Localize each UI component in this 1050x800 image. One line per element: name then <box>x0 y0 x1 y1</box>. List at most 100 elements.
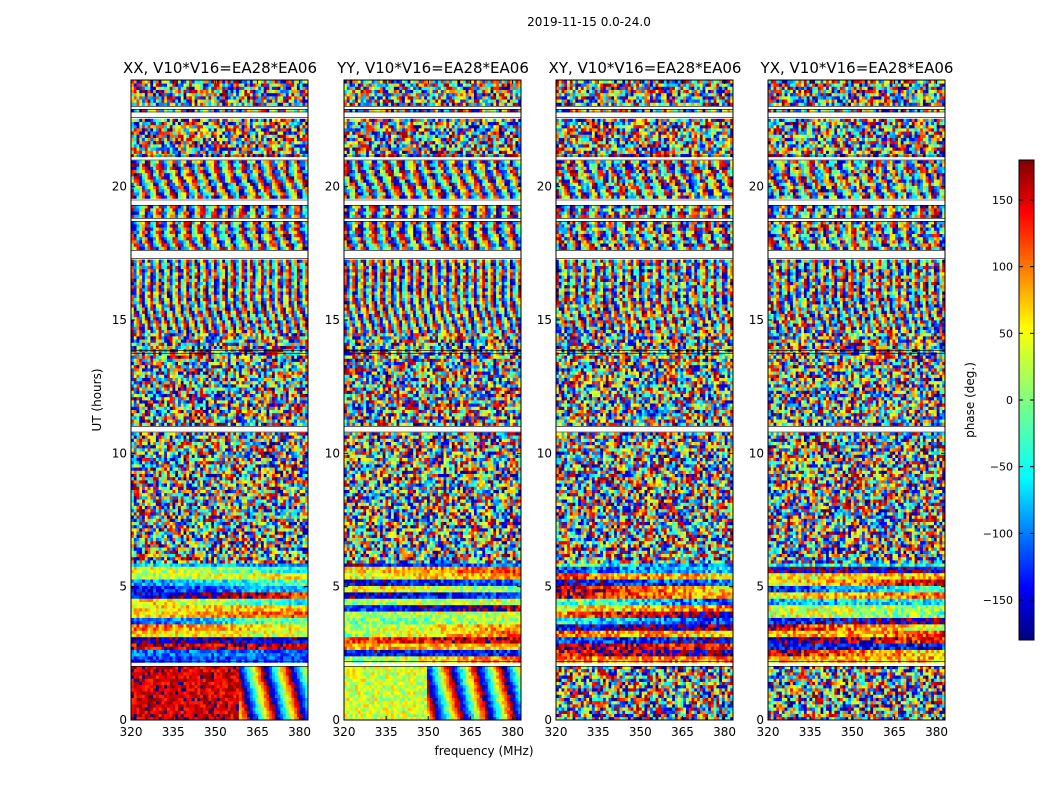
heatmap-cell <box>296 540 301 545</box>
heatmap-cell <box>136 640 140 644</box>
heatmap-cell <box>186 636 190 641</box>
heatmap-cell <box>155 508 160 513</box>
heatmap-cell <box>150 636 154 641</box>
heatmap-cell <box>175 614 179 618</box>
heatmap-cell <box>158 566 162 570</box>
heatmap-cell <box>133 707 137 711</box>
heatmap-cell <box>158 502 162 506</box>
heatmap-cell <box>175 630 179 634</box>
heatmap-cell <box>296 688 301 692</box>
heatmap-cell <box>216 585 220 590</box>
heatmap-cell <box>194 614 198 618</box>
heatmap-cell <box>266 604 270 609</box>
heatmap-cell <box>302 649 306 654</box>
heatmap-cell <box>139 678 143 682</box>
heatmap-cell <box>147 534 151 538</box>
heatmap-cell <box>172 665 176 670</box>
heatmap-cell <box>189 550 193 554</box>
heatmap-cell <box>164 499 168 503</box>
heatmap-cell <box>255 681 259 686</box>
heatmap-cell <box>222 707 226 711</box>
heatmap-cell <box>277 665 281 670</box>
heatmap-cell <box>202 691 207 695</box>
heatmap-cell <box>296 480 301 484</box>
heatmap-cell <box>252 614 256 618</box>
heatmap-cell <box>197 684 201 689</box>
heatmap-cell <box>219 601 223 606</box>
heatmap-cell <box>266 672 270 676</box>
heatmap-cell <box>213 524 218 529</box>
heatmap-cell <box>296 710 301 714</box>
heatmap-cell <box>277 678 281 682</box>
heatmap-cell <box>161 614 165 618</box>
heatmap-cell <box>194 579 198 583</box>
heatmap-cell <box>263 550 267 554</box>
heatmap-cell <box>213 598 218 602</box>
heatmap-cell <box>216 553 220 558</box>
heatmap-cell <box>208 620 212 625</box>
heatmap-cell <box>294 556 298 561</box>
heatmap-cell <box>211 553 215 558</box>
heatmap-cell <box>133 540 137 545</box>
heatmap-cell <box>249 537 254 542</box>
heatmap-cell <box>186 630 190 634</box>
heatmap-cell <box>252 636 256 641</box>
heatmap-cell <box>172 467 176 471</box>
heatmap-cell <box>302 489 306 494</box>
heatmap-cell <box>136 540 140 545</box>
heatmap-cell <box>136 713 140 718</box>
heatmap-cell <box>255 518 259 522</box>
heatmap-cell <box>227 598 231 602</box>
heatmap-cell <box>139 563 143 567</box>
heatmap-cell <box>225 550 229 554</box>
heatmap-cell <box>169 534 173 538</box>
heatmap-cell <box>161 528 165 532</box>
heatmap-cell <box>144 713 148 718</box>
heatmap-cell <box>272 585 276 590</box>
heatmap-cell <box>260 608 265 612</box>
heatmap-cell <box>241 531 245 535</box>
heatmap-cell <box>252 617 256 622</box>
heatmap-cell <box>285 710 289 714</box>
heatmap-cell <box>169 691 173 695</box>
heatmap-cell <box>200 595 204 599</box>
heatmap-cell <box>158 608 162 612</box>
heatmap-cell <box>197 624 201 628</box>
heatmap-cell <box>302 582 306 586</box>
heatmap-cell <box>150 579 154 583</box>
heatmap-cell <box>258 598 262 602</box>
heatmap-cell <box>136 470 140 474</box>
heatmap-cell <box>166 524 171 529</box>
heatmap-cell <box>183 560 187 564</box>
heatmap-cell <box>194 624 198 628</box>
heatmap-cell <box>236 697 240 702</box>
heatmap-cell <box>200 592 204 596</box>
heatmap-cell <box>208 665 212 670</box>
heatmap-cell <box>227 588 231 593</box>
heatmap-cell <box>272 694 276 698</box>
heatmap-cell <box>225 524 229 529</box>
heatmap-cell <box>230 480 234 484</box>
heatmap-cell <box>161 704 165 708</box>
heatmap-cell <box>189 544 193 548</box>
heatmap-cell <box>252 486 256 490</box>
heatmap-cell <box>178 499 182 503</box>
heatmap-cell <box>252 713 256 718</box>
heatmap-cell <box>178 640 182 644</box>
heatmap-cell <box>233 617 237 622</box>
heatmap-cell <box>166 470 171 474</box>
heatmap-cell <box>155 563 160 567</box>
heatmap-cell <box>283 473 287 478</box>
heatmap-cell <box>236 691 240 695</box>
heatmap-cell <box>200 640 204 644</box>
heatmap-cell <box>144 697 148 702</box>
heatmap-cell <box>208 611 212 615</box>
heatmap-cell <box>175 563 179 567</box>
heatmap-cell <box>238 614 242 618</box>
heatmap-cell <box>280 521 284 526</box>
heatmap-cell <box>236 521 240 526</box>
heatmap-cell <box>269 707 273 711</box>
heatmap-cell <box>227 678 231 682</box>
heatmap-cell <box>158 649 162 654</box>
heatmap-cell <box>296 470 301 474</box>
